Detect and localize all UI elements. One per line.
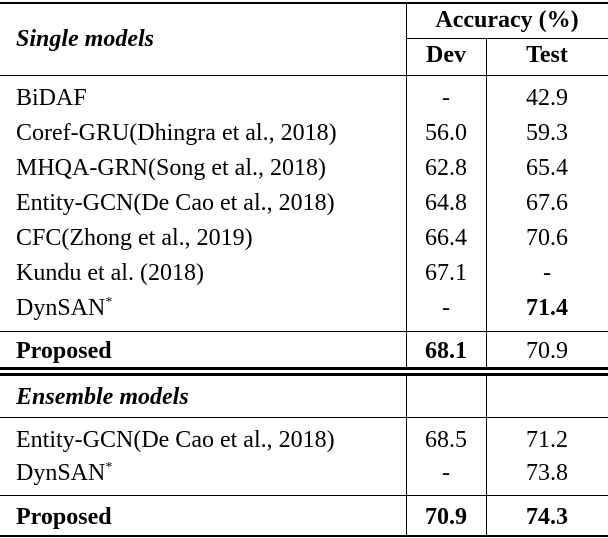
row-model: DynSAN* [16,295,113,321]
row-model: Coref-GRU(Dhingra et al., 2018) [16,120,337,146]
row-test: 73.8 [526,460,568,486]
proposed-dev: 68.1 [425,338,467,364]
asterisk-mark: * [105,460,113,475]
row-test: 67.6 [526,190,568,216]
model-name: DynSAN [16,460,106,486]
proposed-test: 74.3 [526,504,568,530]
rule-header-bottom [0,75,608,76]
row-model: CFC(Zhong et al., 2019) [16,225,253,251]
test-header: Test [526,42,568,68]
rule-top [0,2,608,4]
rule-before-ens-proposed [0,495,608,496]
proposed-model: Proposed [16,338,112,364]
row-dev: - [442,295,450,321]
single-models-title: Single models [16,26,155,52]
vrule-model-dev [406,2,407,367]
ensemble-models-title: Ensemble models [16,384,189,410]
row-model: DynSAN* [16,460,113,486]
row-test: 42.9 [526,85,568,111]
row-test: 65.4 [526,155,568,181]
rule-double-bottom [0,373,608,376]
row-test: 70.6 [526,225,568,251]
row-model: BiDAF [16,85,87,111]
rule-bottom [0,535,608,537]
rule-double-top [0,367,608,370]
row-dev: 67.1 [425,260,467,286]
vrule-model-dev-ens [406,376,407,537]
model-name: DynSAN [16,295,106,321]
proposed-dev: 70.9 [425,504,467,530]
proposed-model: Proposed [16,504,112,530]
row-dev: 56.0 [425,120,467,146]
vrule-dev-test [486,38,487,367]
proposed-test: 70.9 [526,338,568,364]
asterisk-mark: * [105,295,113,310]
row-dev: 68.5 [425,427,467,453]
row-model: Entity-GCN(De Cao et al., 2018) [16,190,335,216]
dev-header: Dev [426,42,466,68]
row-dev: - [442,460,450,486]
vrule-dev-test-ens [486,376,487,537]
row-test: 59.3 [526,120,568,146]
row-model: Entity-GCN(De Cao et al., 2018) [16,427,335,453]
rule-ensemble-header [0,417,608,418]
row-dev: - [442,85,450,111]
accuracy-header: Accuracy (%) [435,7,579,33]
row-test: 71.4 [526,295,568,321]
row-dev: 64.8 [425,190,467,216]
row-model: Kundu et al. (2018) [16,260,204,286]
row-test: 71.2 [526,427,568,453]
row-model: MHQA-GRN(Song et al., 2018) [16,155,326,181]
rule-accuracy-under [406,38,608,39]
row-dev: 62.8 [425,155,467,181]
row-dev: 66.4 [425,225,467,251]
rule-before-proposed [0,331,608,332]
row-test: - [543,260,551,286]
